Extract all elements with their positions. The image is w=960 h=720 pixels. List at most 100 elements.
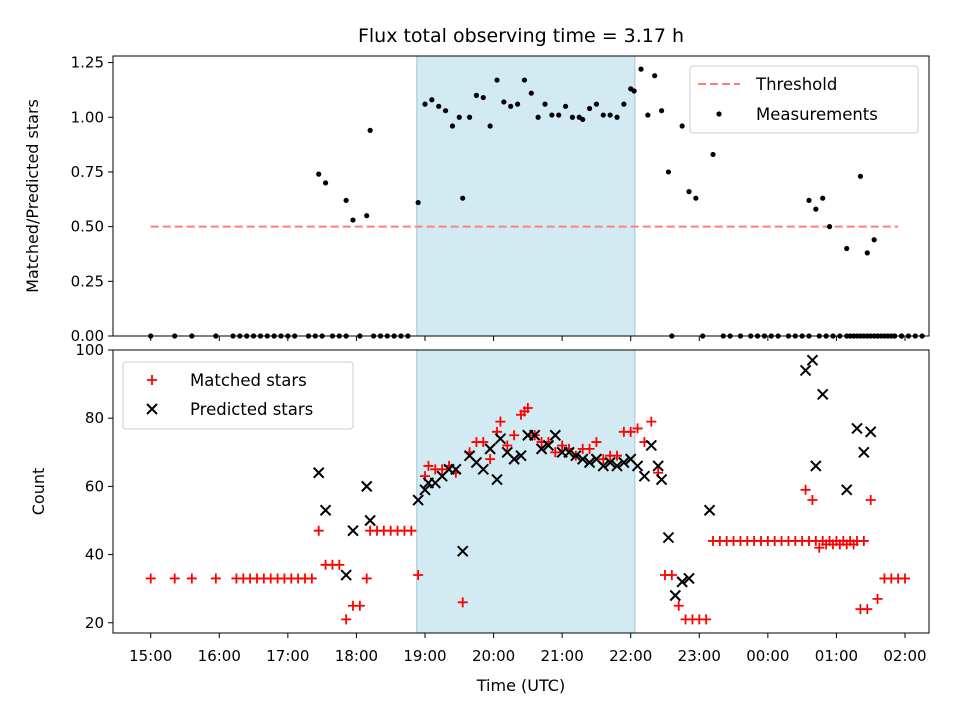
matched-star-point [632, 423, 643, 434]
measurement-point [316, 171, 322, 177]
matched-star-point [502, 440, 513, 451]
predicted-star-point [508, 453, 520, 465]
measurement-point [857, 173, 864, 179]
legend-threshold-label: Threshold [755, 75, 837, 94]
y-tick-label: 1.00 [71, 108, 104, 126]
matched-star-point [625, 426, 636, 437]
predicted-star-point [412, 494, 424, 506]
measurement-point [508, 103, 514, 109]
matched-star-point [210, 573, 221, 584]
x-tick-label: 00:00 [746, 647, 789, 665]
measurement-point [638, 66, 644, 72]
matched-star-point [406, 525, 417, 536]
top-y-axis-label: Matched/Predicted stars [23, 99, 42, 293]
measurement-point [521, 77, 528, 83]
matched-star-point [865, 495, 876, 506]
matched-star-point [341, 614, 352, 625]
matched-star-point [522, 402, 533, 413]
predicted-star-point [313, 467, 325, 479]
matched-star-point [413, 570, 424, 581]
measurement-point [466, 114, 473, 120]
matched-star-point [437, 464, 448, 475]
measurement-point [556, 112, 562, 118]
matched-star-point [800, 484, 811, 495]
matched-star-point [361, 573, 372, 584]
predicted-star-point [361, 480, 373, 493]
predicted-star-point [515, 449, 527, 462]
measurement-point [487, 123, 493, 129]
predicted-star-point [563, 446, 575, 458]
predicted-star-point [583, 456, 596, 469]
matched-star-point [313, 525, 324, 536]
bottom-y-axis-label: Count [29, 468, 48, 516]
bottom-plot-frame [112, 349, 930, 634]
matched-star-point [186, 573, 197, 584]
measurement-point [367, 127, 373, 133]
y-tick-label: 20 [85, 614, 104, 632]
measurement-point [665, 169, 672, 175]
observing-window-shade-bottom [416, 349, 636, 634]
predicted-star-point [347, 525, 359, 537]
measurement-point [422, 101, 428, 107]
measurement-point [864, 250, 870, 256]
predicted-star-point [604, 456, 616, 469]
matched-star-point [495, 416, 506, 427]
predicted-star-point [340, 569, 352, 581]
predicted-star-point [631, 460, 644, 472]
predicted-star-point [851, 422, 863, 435]
x-tick-label: 19:00 [403, 647, 446, 665]
measurement-point [501, 99, 507, 105]
predicted-star-point [364, 514, 376, 527]
measurement-point [614, 114, 620, 120]
y-tick-label: 40 [85, 546, 104, 564]
y-tick-label: 0.00 [71, 327, 104, 345]
measurement-point [569, 114, 576, 120]
bottom-legend: Matched stars Predicted stars [122, 361, 354, 430]
predicted-star-point [597, 460, 609, 472]
measurement-point [820, 195, 826, 201]
matched-star-point [673, 600, 684, 611]
measurement-point [658, 108, 665, 114]
predicted-star-point [535, 443, 548, 455]
x-axis-label: Time (UTC) [476, 676, 565, 695]
x-tick-label: 15:00 [129, 647, 172, 665]
bottom-panel: 20 40 60 80 100 15:00 16:00 17:00 18:00 19:00 20:… [29, 341, 930, 695]
measurement-point [449, 123, 456, 129]
y-tick-label: 0.50 [71, 218, 104, 236]
x-tick-label: 16:00 [198, 647, 241, 665]
matched-star-point [584, 443, 595, 454]
predicted-star-point [669, 589, 681, 602]
predicted-star-point [577, 453, 589, 465]
measurement-point [844, 245, 850, 252]
predicted-star-point [494, 432, 507, 445]
matched-star-point [145, 573, 156, 584]
x-tick-label: 02:00 [883, 647, 926, 665]
predicted-star-point [419, 484, 431, 496]
measurement-point [528, 90, 534, 96]
predicted-star-point [611, 460, 623, 472]
matched-star-point [509, 430, 520, 441]
matched-star-point [550, 447, 561, 458]
predicted-star-point [652, 460, 664, 472]
matched-star-point [872, 593, 883, 604]
y-tick-label: 60 [85, 477, 104, 495]
predicted-star-point [542, 439, 555, 452]
top-legend: Threshold Measurements [689, 65, 919, 134]
matched-star-point [557, 440, 568, 451]
predicted-star-point [477, 463, 489, 476]
predicted-star-point [655, 473, 668, 486]
measurement-point [679, 123, 685, 129]
y-tick-label: 0.75 [71, 163, 104, 181]
x-tick-label: 21:00 [541, 647, 584, 665]
measurement-point [593, 101, 600, 107]
y-tick-label: 1.25 [71, 54, 104, 72]
top-plot-frame [112, 55, 930, 337]
measurement-point [549, 112, 555, 118]
measurement-point [693, 195, 699, 201]
measurement-point [322, 180, 329, 186]
matched-star-point [807, 495, 818, 506]
measurement-point [535, 114, 541, 120]
predicted-star-point [683, 572, 695, 585]
measurement-point [350, 217, 356, 223]
predicted-star-point [799, 364, 812, 377]
